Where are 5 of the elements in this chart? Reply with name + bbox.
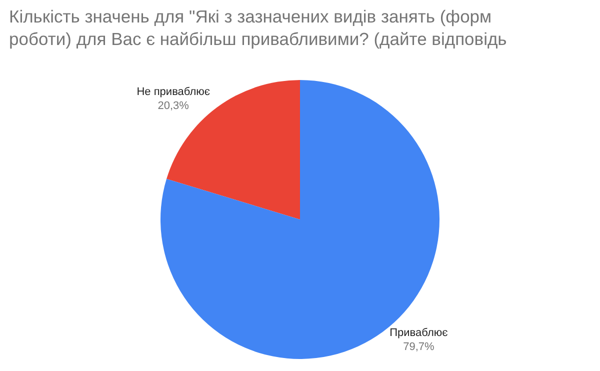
data-label: 20,3% bbox=[158, 100, 190, 112]
slice-label: Приваблює bbox=[390, 326, 448, 339]
chart-title: Кількість значень для "Які з зазначених видів занять (форм роботи) для Вас є найбільш привабливими? (дайте відповідь bbox=[9, 6, 507, 50]
data-label: 79,7% bbox=[403, 341, 434, 354]
slice-label: Не приваблює bbox=[136, 86, 210, 98]
